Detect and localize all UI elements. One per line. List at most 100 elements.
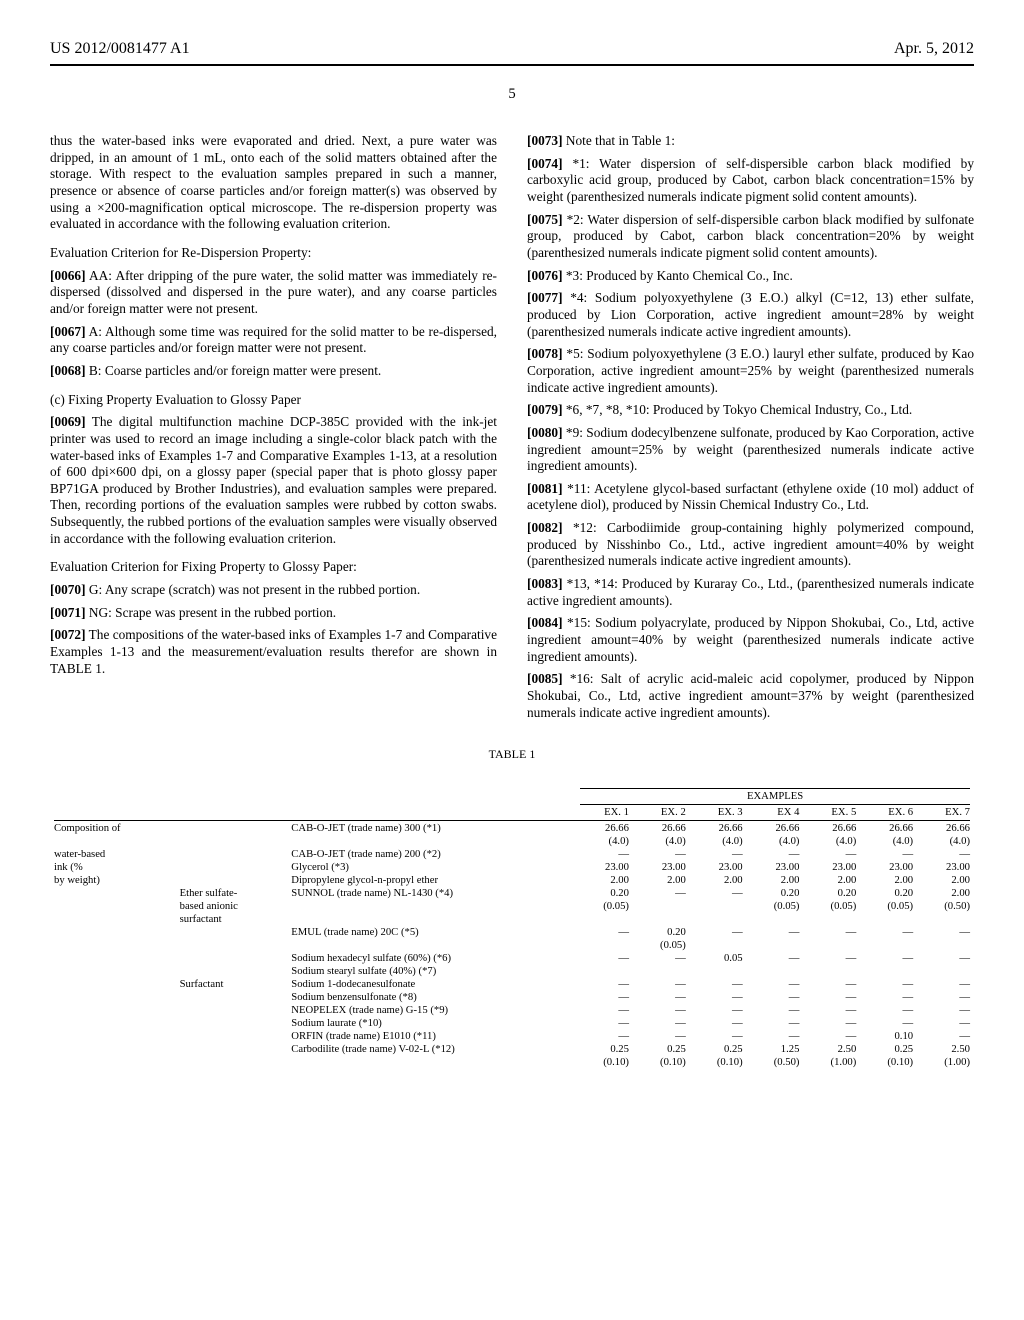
row-value: —	[633, 1017, 690, 1030]
row-group-label: water-based	[50, 848, 176, 861]
para-text: *3: Produced by Kanto Chemical Co., Inc.	[566, 268, 793, 283]
intro-para: thus the water-based inks were evaporate…	[50, 133, 497, 233]
row-category: Surfactant	[176, 978, 288, 991]
para-0079: [0079] *6, *7, *8, *10: Produced by Toky…	[527, 402, 974, 419]
para-text: The digital multifunction machine DCP-38…	[50, 414, 497, 546]
row-label: Carbodilite (trade name) V-02-L (*12)	[287, 1043, 576, 1056]
row-category	[176, 848, 288, 861]
row-value: —	[690, 1004, 747, 1017]
table-row: Carbodilite (trade name) V-02-L (*12) 0.2…	[50, 1043, 974, 1056]
para-label: [0081]	[527, 481, 563, 496]
para-label: [0069]	[50, 414, 86, 429]
row-value: 2.50	[803, 1043, 860, 1056]
row-value: 0.20	[860, 887, 917, 900]
section-heading: (c) Fixing Property Evaluation to Glossy…	[50, 392, 497, 409]
row-value: 2.00	[917, 874, 974, 887]
row-value: 0.05	[690, 952, 747, 965]
row-category: based anionic	[176, 900, 288, 913]
para-text: The compositions of the water-based inks…	[50, 627, 497, 675]
row-category	[176, 1030, 288, 1043]
row-sub-value: (0.10)	[576, 1056, 633, 1069]
table-row: NEOPELEX (trade name) G-15 (*9)———————	[50, 1004, 974, 1017]
row-sub-value: (4.0)	[860, 835, 917, 848]
row-label: SUNNOL (trade name) NL-1430 (*4)	[287, 887, 576, 900]
row-value: —	[860, 1004, 917, 1017]
row-value: —	[633, 1030, 690, 1043]
row-value: —	[860, 978, 917, 991]
row-sub-value: (1.00)	[803, 1056, 860, 1069]
row-value: —	[690, 991, 747, 1004]
row-value: 26.66	[917, 822, 974, 835]
row-value: —	[803, 978, 860, 991]
row-value: —	[917, 1017, 974, 1030]
row-value: 26.66	[690, 822, 747, 835]
row-sub-value: (4.0)	[576, 835, 633, 848]
row-sub-value: (4.0)	[690, 835, 747, 848]
row-value: 0.20	[747, 887, 804, 900]
table-row: Sodium stearyl sulfate (40%) (*7)	[50, 965, 974, 978]
para-text: *9: Sodium dodecylbenzene sulfonate, pro…	[527, 425, 974, 473]
para-label: [0082]	[527, 520, 563, 535]
para-0077: [0077] *4: Sodium polyoxyethylene (3 E.O…	[527, 290, 974, 340]
row-category	[176, 822, 288, 835]
row-value: —	[576, 991, 633, 1004]
row-value: —	[690, 978, 747, 991]
row-value: 2.00	[860, 874, 917, 887]
table-row: EMUL (trade name) 20C (*5)—0.20—————	[50, 926, 974, 939]
row-category	[176, 1017, 288, 1030]
row-value: —	[860, 926, 917, 939]
para-text: *13, *14: Produced by Kuraray Co., Ltd.,…	[527, 576, 974, 608]
table-row-cat: surfactant	[50, 913, 974, 926]
row-sub-value	[860, 939, 917, 952]
row-value: —	[917, 848, 974, 861]
para-0076: [0076] *3: Produced by Kanto Chemical Co…	[527, 268, 974, 285]
table-row: Sodium benzensulfonate (*8)———————	[50, 991, 974, 1004]
row-category	[176, 861, 288, 874]
row-group-label	[50, 1030, 176, 1043]
row-value: 0.20	[633, 926, 690, 939]
row-group-label	[50, 952, 176, 965]
col-header: EX. 7	[917, 806, 974, 819]
para-text: *1: Water dispersion of self-dispersible…	[527, 156, 974, 204]
row-category: surfactant	[176, 913, 288, 926]
row-sub-value	[747, 939, 804, 952]
row-value: —	[633, 978, 690, 991]
table-row: Sodium laurate (*10)———————	[50, 1017, 974, 1030]
para-text: *5: Sodium polyoxyethylene (3 E.O.) laur…	[527, 346, 974, 394]
row-category	[176, 1056, 288, 1069]
row-value: 23.00	[576, 861, 633, 874]
row-value: —	[860, 848, 917, 861]
row-sub-value	[803, 939, 860, 952]
row-value: 2.00	[917, 887, 974, 900]
row-sub-value: (0.50)	[747, 1056, 804, 1069]
row-category	[176, 1004, 288, 1017]
row-value: —	[860, 952, 917, 965]
para-text: *6, *7, *8, *10: Produced by Tokyo Chemi…	[566, 402, 912, 417]
para-text: *12: Carbodiimide group-containing highl…	[527, 520, 974, 568]
row-value: —	[576, 848, 633, 861]
para-text: Note that in Table 1:	[566, 133, 675, 148]
row-label: NEOPELEX (trade name) G-15 (*9)	[287, 1004, 576, 1017]
row-sub-value: (0.05)	[576, 900, 633, 913]
row-label: Sodium 1-dodecanesulfonate	[287, 978, 576, 991]
row-value: —	[576, 1004, 633, 1017]
para-label: [0085]	[527, 671, 563, 686]
para-label: [0080]	[527, 425, 563, 440]
row-value: —	[690, 1030, 747, 1043]
row-value: —	[803, 848, 860, 861]
col-header: EX 4	[747, 806, 804, 819]
row-value	[917, 965, 974, 978]
row-label: Sodium laurate (*10)	[287, 1017, 576, 1030]
row-sub-value: (4.0)	[917, 835, 974, 848]
para-0081: [0081] *11: Acetylene glycol-based surfa…	[527, 481, 974, 514]
para-text: *11: Acetylene glycol-based surfactant (…	[527, 481, 974, 513]
row-value: —	[747, 978, 804, 991]
para-0073: [0073] Note that in Table 1:	[527, 133, 974, 150]
row-value: —	[747, 1017, 804, 1030]
row-value: 0.25	[690, 1043, 747, 1056]
row-sub-value: (0.10)	[860, 1056, 917, 1069]
row-category	[176, 926, 288, 939]
para-0085: [0085] *16: Salt of acrylic acid-maleic …	[527, 671, 974, 721]
row-group-label	[50, 1017, 176, 1030]
row-value: 0.25	[860, 1043, 917, 1056]
